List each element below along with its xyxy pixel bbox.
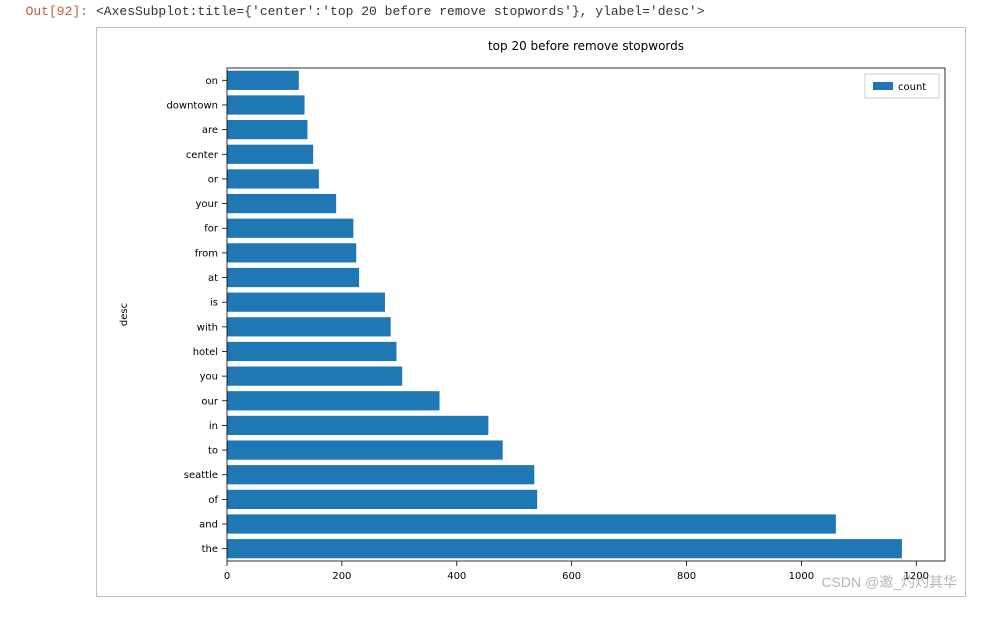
bar [227, 440, 503, 459]
legend-swatch [873, 82, 893, 90]
bar [227, 416, 488, 435]
y-tick-label: downtown [166, 100, 218, 111]
barh-chart: top 20 before remove stopwords desc on down… [97, 28, 965, 596]
bar [227, 169, 319, 188]
y-tick-label: your [196, 199, 219, 210]
x-tick-label: 1000 [789, 571, 814, 582]
y-tick-label: with [197, 322, 218, 333]
notebook-output-row: Out[92]: <AxesSubplot:title={'center':'t… [0, 0, 986, 19]
y-tick-label: for [204, 224, 219, 235]
bar [227, 391, 440, 410]
y-tick-label: is [210, 298, 218, 309]
bar [227, 194, 336, 213]
x-tick-label: 200 [332, 571, 351, 582]
y-tick-label: at [208, 273, 218, 284]
y-tick-label: on [206, 76, 218, 87]
bar [227, 95, 305, 114]
bar [227, 71, 299, 90]
x-tick-label: 600 [562, 571, 581, 582]
x-tick-label: 0 [224, 571, 230, 582]
y-tick-label: from [195, 248, 218, 259]
x-tick-label: 400 [447, 571, 466, 582]
y-tick-label: or [208, 174, 219, 185]
bar [227, 539, 902, 558]
chart-title: top 20 before remove stopwords [488, 39, 684, 53]
bar [227, 490, 537, 509]
bar [227, 342, 396, 361]
bar [227, 317, 391, 336]
bar [227, 145, 313, 164]
bar [227, 293, 385, 312]
y-tick-label: in [209, 421, 218, 432]
bar [227, 243, 356, 262]
bar [227, 219, 353, 238]
output-repr: <AxesSubplot:title={'center':'top 20 bef… [96, 4, 705, 19]
bar [227, 120, 307, 139]
bar [227, 514, 836, 533]
figure-container: top 20 before remove stopwords desc on down… [96, 27, 966, 597]
legend-label: count [898, 82, 926, 93]
y-tick-label: are [202, 125, 218, 136]
y-tick-label: you [200, 372, 218, 383]
y-tick-label: of [208, 495, 218, 506]
y-tick-label: our [201, 396, 218, 407]
y-axis-label: desc [119, 303, 130, 326]
y-tick-label: hotel [193, 347, 218, 358]
x-tick-label: 800 [677, 571, 696, 582]
y-tick-label: seattle [184, 470, 218, 481]
x-tick-label: 1200 [904, 571, 929, 582]
y-tick-label: the [202, 544, 218, 555]
output-prompt: Out[92]: [10, 4, 96, 19]
bar [227, 465, 534, 484]
bar [227, 268, 359, 287]
y-tick-label: to [208, 446, 218, 457]
bar [227, 367, 402, 386]
y-tick-label: and [199, 520, 218, 531]
y-tick-label: center [186, 150, 219, 161]
